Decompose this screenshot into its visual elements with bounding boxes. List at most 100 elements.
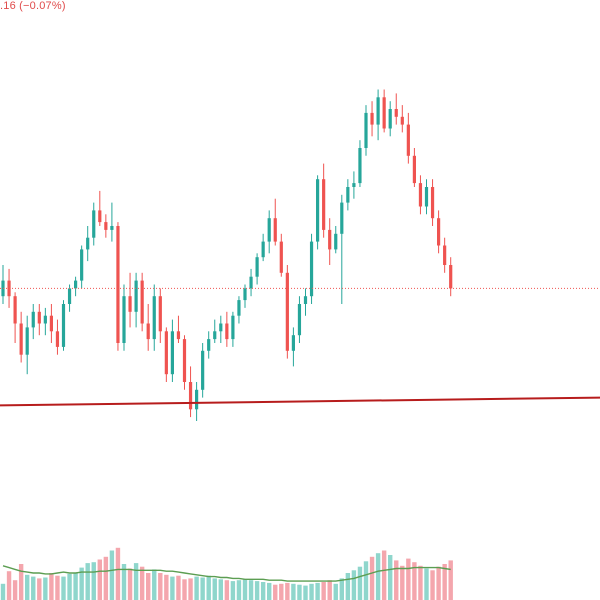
price-change-label: .16 (−0.07%) — [0, 0, 66, 12]
volume-bar — [388, 555, 393, 600]
candle — [140, 272, 144, 332]
candle-body — [231, 315, 235, 340]
candle — [243, 284, 247, 308]
candle — [261, 233, 265, 262]
candle — [400, 105, 404, 133]
candle — [182, 335, 187, 390]
volume-bar — [254, 581, 260, 600]
volume-bar — [127, 568, 133, 600]
candle — [19, 311, 23, 363]
volume-bar — [381, 550, 387, 600]
candle — [13, 292, 17, 343]
candle — [164, 327, 168, 382]
candle — [201, 343, 205, 398]
volume-bar — [182, 579, 187, 600]
volume-bar — [333, 583, 338, 600]
volume-bar — [297, 584, 302, 600]
candle-body — [164, 331, 168, 375]
candle — [61, 300, 66, 351]
volume-bar — [146, 573, 151, 600]
candle — [213, 319, 217, 343]
volume-bar — [37, 578, 42, 600]
volume-bar — [430, 570, 435, 600]
candle-body — [122, 296, 126, 343]
candle-body — [19, 323, 23, 355]
volume-bar — [158, 573, 163, 600]
candle — [92, 202, 96, 246]
candle — [104, 214, 108, 238]
candle-body — [382, 97, 386, 129]
volume-bar — [248, 580, 254, 600]
volume-bar — [230, 581, 236, 600]
volume-bar — [339, 578, 344, 600]
candle — [424, 179, 429, 215]
candle-body — [376, 97, 380, 125]
candle-body — [140, 280, 144, 324]
candle-body — [346, 187, 350, 203]
candle-body — [334, 233, 338, 250]
volume-bar — [442, 564, 447, 600]
candle — [316, 175, 320, 250]
candle — [110, 202, 114, 242]
trendline[interactable] — [0, 396, 600, 407]
candle — [382, 89, 386, 133]
candle-body — [291, 335, 295, 351]
candle-body — [316, 179, 320, 242]
candle-body — [195, 389, 199, 410]
candle-body — [449, 265, 453, 289]
overlays — [0, 287, 600, 407]
candle — [437, 210, 441, 254]
candle — [219, 315, 223, 343]
candle-body — [443, 245, 447, 265]
candle — [37, 304, 41, 336]
candle — [297, 296, 302, 343]
candle-body — [437, 218, 441, 246]
candle — [443, 237, 447, 273]
volume-ma-line — [2, 565, 451, 582]
candle-body — [328, 229, 332, 250]
candle-body — [49, 315, 53, 332]
candle — [334, 226, 338, 254]
candle — [134, 272, 138, 328]
volume-bar — [85, 563, 90, 600]
volume-bar — [291, 583, 296, 600]
volume-bar — [212, 578, 217, 600]
candle — [67, 284, 72, 312]
volume-bar — [363, 561, 369, 600]
candle — [25, 315, 29, 375]
candle — [273, 198, 277, 246]
volume-bar — [61, 576, 66, 600]
candle — [430, 179, 435, 226]
candle-body — [25, 327, 29, 355]
candle-body — [352, 183, 356, 187]
candle — [388, 101, 392, 137]
candle-body — [424, 187, 429, 207]
candle-body — [110, 226, 114, 230]
candle-body — [249, 276, 253, 289]
volume-bar — [170, 576, 175, 600]
candle — [376, 89, 380, 141]
volume-bar — [67, 573, 72, 600]
candle-body — [412, 155, 416, 184]
candle — [285, 265, 289, 359]
candle — [176, 315, 181, 343]
volume-bar — [218, 579, 223, 600]
volume-bar — [285, 582, 290, 600]
volume-bar — [121, 564, 127, 600]
candle — [43, 307, 47, 336]
candle-body — [61, 304, 66, 347]
candle — [86, 226, 90, 262]
candle — [31, 304, 35, 340]
candle-body — [243, 288, 247, 301]
candle — [207, 331, 211, 359]
volume-bar — [139, 566, 145, 600]
candle — [98, 190, 102, 226]
candle — [55, 319, 60, 355]
volume-bar — [18, 564, 24, 600]
candle-body — [322, 179, 326, 230]
candle — [303, 288, 308, 316]
candle — [49, 304, 53, 343]
candle-body — [55, 331, 60, 347]
candle-body — [364, 112, 368, 148]
